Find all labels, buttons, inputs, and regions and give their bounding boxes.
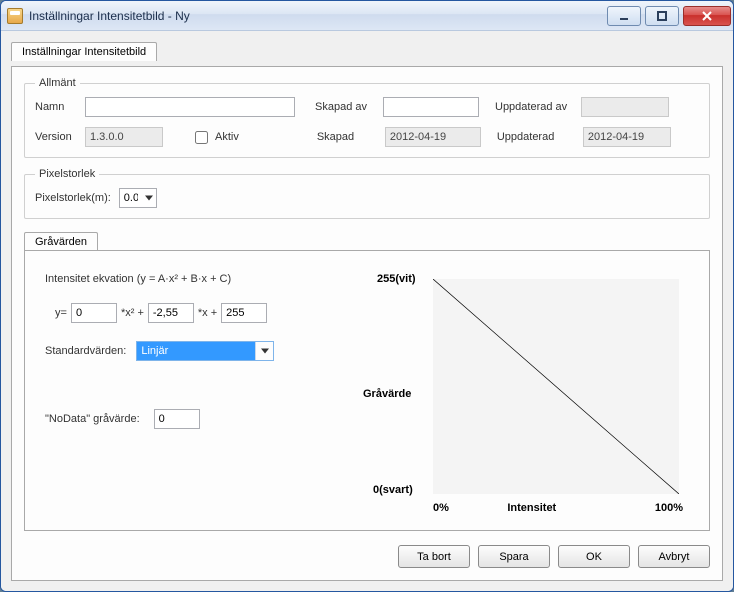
chart-wrap: 255(vit) Gråvärde 0(svart) 0% Intensitet… bbox=[355, 273, 689, 514]
label-updated-by: Uppdaterad av bbox=[495, 101, 575, 113]
standard-combo[interactable] bbox=[136, 341, 274, 361]
inner-tabstrip: Gråvärden bbox=[24, 229, 710, 251]
eq-x: *x + bbox=[198, 307, 217, 319]
eq-y-prefix: y= bbox=[55, 307, 67, 319]
created-by-input[interactable] bbox=[383, 97, 479, 117]
label-created-by: Skapad av bbox=[315, 101, 377, 113]
maximize-button[interactable] bbox=[645, 6, 679, 26]
version-value: 1.3.0.0 bbox=[85, 127, 163, 147]
tab-settings[interactable]: Inställningar Intensitetbild bbox=[11, 42, 157, 61]
chart: 255(vit) Gråvärde 0(svart) 0% Intensitet… bbox=[355, 273, 689, 514]
equation-title: Intensitet ekvation (y = A·x² + B·x + C) bbox=[45, 273, 345, 285]
equation-inputs: y= *x² + *x + bbox=[45, 303, 345, 323]
chart-y-mid: Gråvärde bbox=[363, 388, 411, 400]
close-button[interactable] bbox=[683, 6, 731, 26]
updated-by-value bbox=[581, 97, 669, 117]
pixelsize-combo[interactable] bbox=[119, 188, 157, 208]
label-standard: Standardvärden: bbox=[45, 345, 126, 357]
delete-button[interactable]: Ta bort bbox=[398, 545, 470, 568]
chart-y-bot: 0(svart) bbox=[373, 484, 413, 496]
minimize-button[interactable] bbox=[607, 6, 641, 26]
client-area: Inställningar Intensitetbild Allmänt Nam… bbox=[1, 31, 733, 591]
plot-area bbox=[433, 279, 679, 494]
footer-buttons: Ta bort Spara OK Avbryt bbox=[24, 541, 710, 568]
titlebar: Inställningar Intensitetbild - Ny bbox=[1, 1, 733, 31]
label-nodata: "NoData" gråvärde: bbox=[45, 413, 140, 425]
active-checkbox-wrap: Aktiv bbox=[191, 128, 239, 147]
window-title: Inställningar Intensitetbild - Ny bbox=[29, 9, 603, 23]
updated-value: 2012-04-19 bbox=[583, 127, 671, 147]
nodata-input[interactable] bbox=[154, 409, 200, 429]
chart-x-mid: Intensitet bbox=[507, 502, 556, 514]
save-button[interactable]: Spara bbox=[478, 545, 550, 568]
inner-tabpanel: Intensitet ekvation (y = A·x² + B·x + C)… bbox=[24, 250, 710, 531]
coef-a-input bbox=[71, 303, 117, 323]
eq-x2: *x² + bbox=[121, 307, 144, 319]
standard-value[interactable] bbox=[137, 342, 255, 360]
inner-tabs: Gråvärden Intensitet ekvation (y = A·x² … bbox=[24, 229, 710, 531]
ok-button[interactable]: OK bbox=[558, 545, 630, 568]
chart-x-left: 0% bbox=[433, 502, 449, 514]
group-pixelsize-legend: Pixelstorlek bbox=[35, 168, 99, 180]
group-general-legend: Allmänt bbox=[35, 77, 80, 89]
active-checkbox[interactable] bbox=[195, 131, 208, 144]
label-created: Skapad bbox=[317, 131, 379, 143]
window-buttons bbox=[603, 6, 731, 26]
label-version: Version bbox=[35, 131, 79, 143]
chart-y-top: 255(vit) bbox=[377, 273, 416, 285]
group-general: Allmänt Namn Skapad av Uppdaterad av Ver… bbox=[24, 77, 710, 158]
chevron-down-icon bbox=[261, 349, 269, 354]
group-pixelsize: Pixelstorlek Pixelstorlek(m): bbox=[24, 168, 710, 219]
plot-svg bbox=[433, 279, 679, 494]
cancel-button[interactable]: Avbryt bbox=[638, 545, 710, 568]
label-name: Namn bbox=[35, 101, 79, 113]
chevron-down-icon bbox=[145, 196, 153, 201]
label-pixelsize: Pixelstorlek(m): bbox=[35, 192, 111, 204]
label-updated: Uppdaterad bbox=[497, 131, 577, 143]
coef-b-input bbox=[148, 303, 194, 323]
coef-c-input bbox=[221, 303, 267, 323]
name-input[interactable] bbox=[85, 97, 295, 117]
equation-column: Intensitet ekvation (y = A·x² + B·x + C)… bbox=[45, 273, 345, 514]
chart-x-right: 100% bbox=[655, 502, 683, 514]
window: Inställningar Intensitetbild - Ny Instäl… bbox=[0, 0, 734, 592]
outer-tabpanel: Allmänt Namn Skapad av Uppdaterad av Ver… bbox=[11, 66, 723, 581]
outer-tabstrip: Inställningar Intensitetbild bbox=[11, 39, 723, 61]
tab-grayvalues[interactable]: Gråvärden bbox=[24, 232, 98, 251]
app-icon bbox=[7, 8, 23, 24]
created-value: 2012-04-19 bbox=[385, 127, 481, 147]
label-active: Aktiv bbox=[215, 131, 239, 143]
